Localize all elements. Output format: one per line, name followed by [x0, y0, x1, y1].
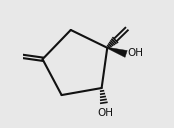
- Text: OH: OH: [98, 108, 114, 118]
- Polygon shape: [107, 47, 127, 57]
- Text: OH: OH: [128, 48, 144, 58]
